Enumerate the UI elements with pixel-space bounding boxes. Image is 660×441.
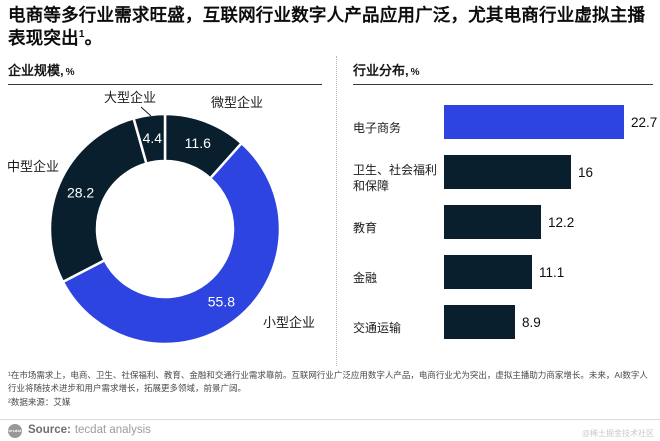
- bar-电子商务: [444, 105, 624, 139]
- donut-name-label-中型企业: 中型企业: [7, 159, 59, 174]
- bar-category-label: 卫生、社会福利和保障: [353, 162, 438, 193]
- bar-value-label: 8.9: [522, 314, 541, 330]
- source-bar: tecdat Source: tecdat analysis @稀土掘金技术社区: [0, 419, 660, 441]
- bar-卫生、社会福利和保障: [444, 155, 571, 189]
- donut-value-label: 11.6: [185, 135, 211, 151]
- donut-segment-大型企业: [132, 112, 167, 166]
- donut-header-rule: [8, 84, 322, 85]
- tecdat-logo: tecdat: [8, 424, 22, 438]
- footnotes: ¹在市场需求上，电商、卫生、社保福利、教育、金融和交通行业需求靠前。互联网行业广…: [8, 369, 656, 410]
- footnote-2: ²数据来源：艾媒: [8, 397, 71, 408]
- donut-name-label-大型企业: 大型企业: [104, 90, 156, 105]
- bar-row: 金融 11.1: [353, 253, 659, 303]
- bar-category-label: 金融: [353, 270, 378, 285]
- bar-chart-panel: 行业分布,% 电子商务 22.7 卫生、社会福利和保障 16 教育 12.2 金融 11.1 交…: [336, 56, 660, 366]
- bar-value-label: 11.1: [539, 264, 565, 280]
- bar-教育: [444, 205, 541, 239]
- donut-value-label: 55.8: [208, 294, 235, 310]
- donut-chart-title-unit: %: [65, 67, 75, 78]
- bar-row: 交通运输 8.9: [353, 303, 659, 353]
- bar-row: 卫生、社会福利和保障 16: [353, 153, 659, 203]
- source-value: tecdat analysis: [74, 424, 151, 436]
- title-tail: 。: [84, 27, 103, 48]
- bar-chart-title-text: 行业分布,: [353, 63, 409, 78]
- bar-金融: [444, 255, 532, 289]
- bar-chart-title: 行业分布,%: [353, 60, 420, 79]
- title-footnote-ref: 1: [78, 28, 85, 40]
- title-text: 电商等多行业需求旺盛，互联网行业数字人产品应用广泛，尤其电商行业虚拟主播表现突出: [8, 5, 646, 48]
- donut-chart-title-text: 企业规模,: [8, 63, 64, 78]
- bar-row: 教育 12.2: [353, 203, 659, 253]
- source-text: Source: tecdat analysis: [28, 424, 151, 436]
- donut-leader-line: [140, 106, 152, 117]
- donut-name-label-小型企业: 小型企业: [263, 315, 315, 330]
- watermark: @稀土掘金技术社区: [581, 429, 654, 438]
- page-title: 电商等多行业需求旺盛，互联网行业数字人产品应用广泛，尤其电商行业虚拟主播表现突出…: [8, 4, 656, 50]
- footnote-1: ¹在市场需求上，电商、卫生、社保福利、教育、金融和交通行业需求靠前。互联网行业广…: [8, 370, 648, 394]
- donut-segment-中型企业: [48, 116, 148, 284]
- bar-category-label: 教育: [353, 220, 378, 235]
- donut-segment-小型企业: [61, 141, 282, 346]
- bar-value-label: 16: [578, 164, 594, 180]
- bar-category-label: 电子商务: [353, 120, 402, 135]
- donut-value-label: 28.2: [67, 184, 94, 200]
- donut-chart-title: 企业规模,%: [8, 60, 75, 79]
- bar-value-label: 22.7: [631, 114, 658, 130]
- bar-value-label: 12.2: [548, 214, 575, 230]
- source-label: Source:: [28, 424, 71, 436]
- bar-header-rule: [353, 84, 653, 85]
- bar-交通运输: [444, 305, 515, 339]
- donut-chart-panel: 企业规模,% 11.6 55.8 28.2 4.4 微型企业小型企业 中型企业 大型企业: [0, 56, 335, 366]
- bar-category-label: 交通运输: [353, 320, 402, 335]
- donut-value-label: 4.4: [143, 130, 163, 146]
- bar-row: 电子商务 22.7: [353, 103, 659, 153]
- donut-name-label-微型企业: 微型企业: [211, 95, 263, 110]
- bar-chart-title-unit: %: [410, 67, 420, 78]
